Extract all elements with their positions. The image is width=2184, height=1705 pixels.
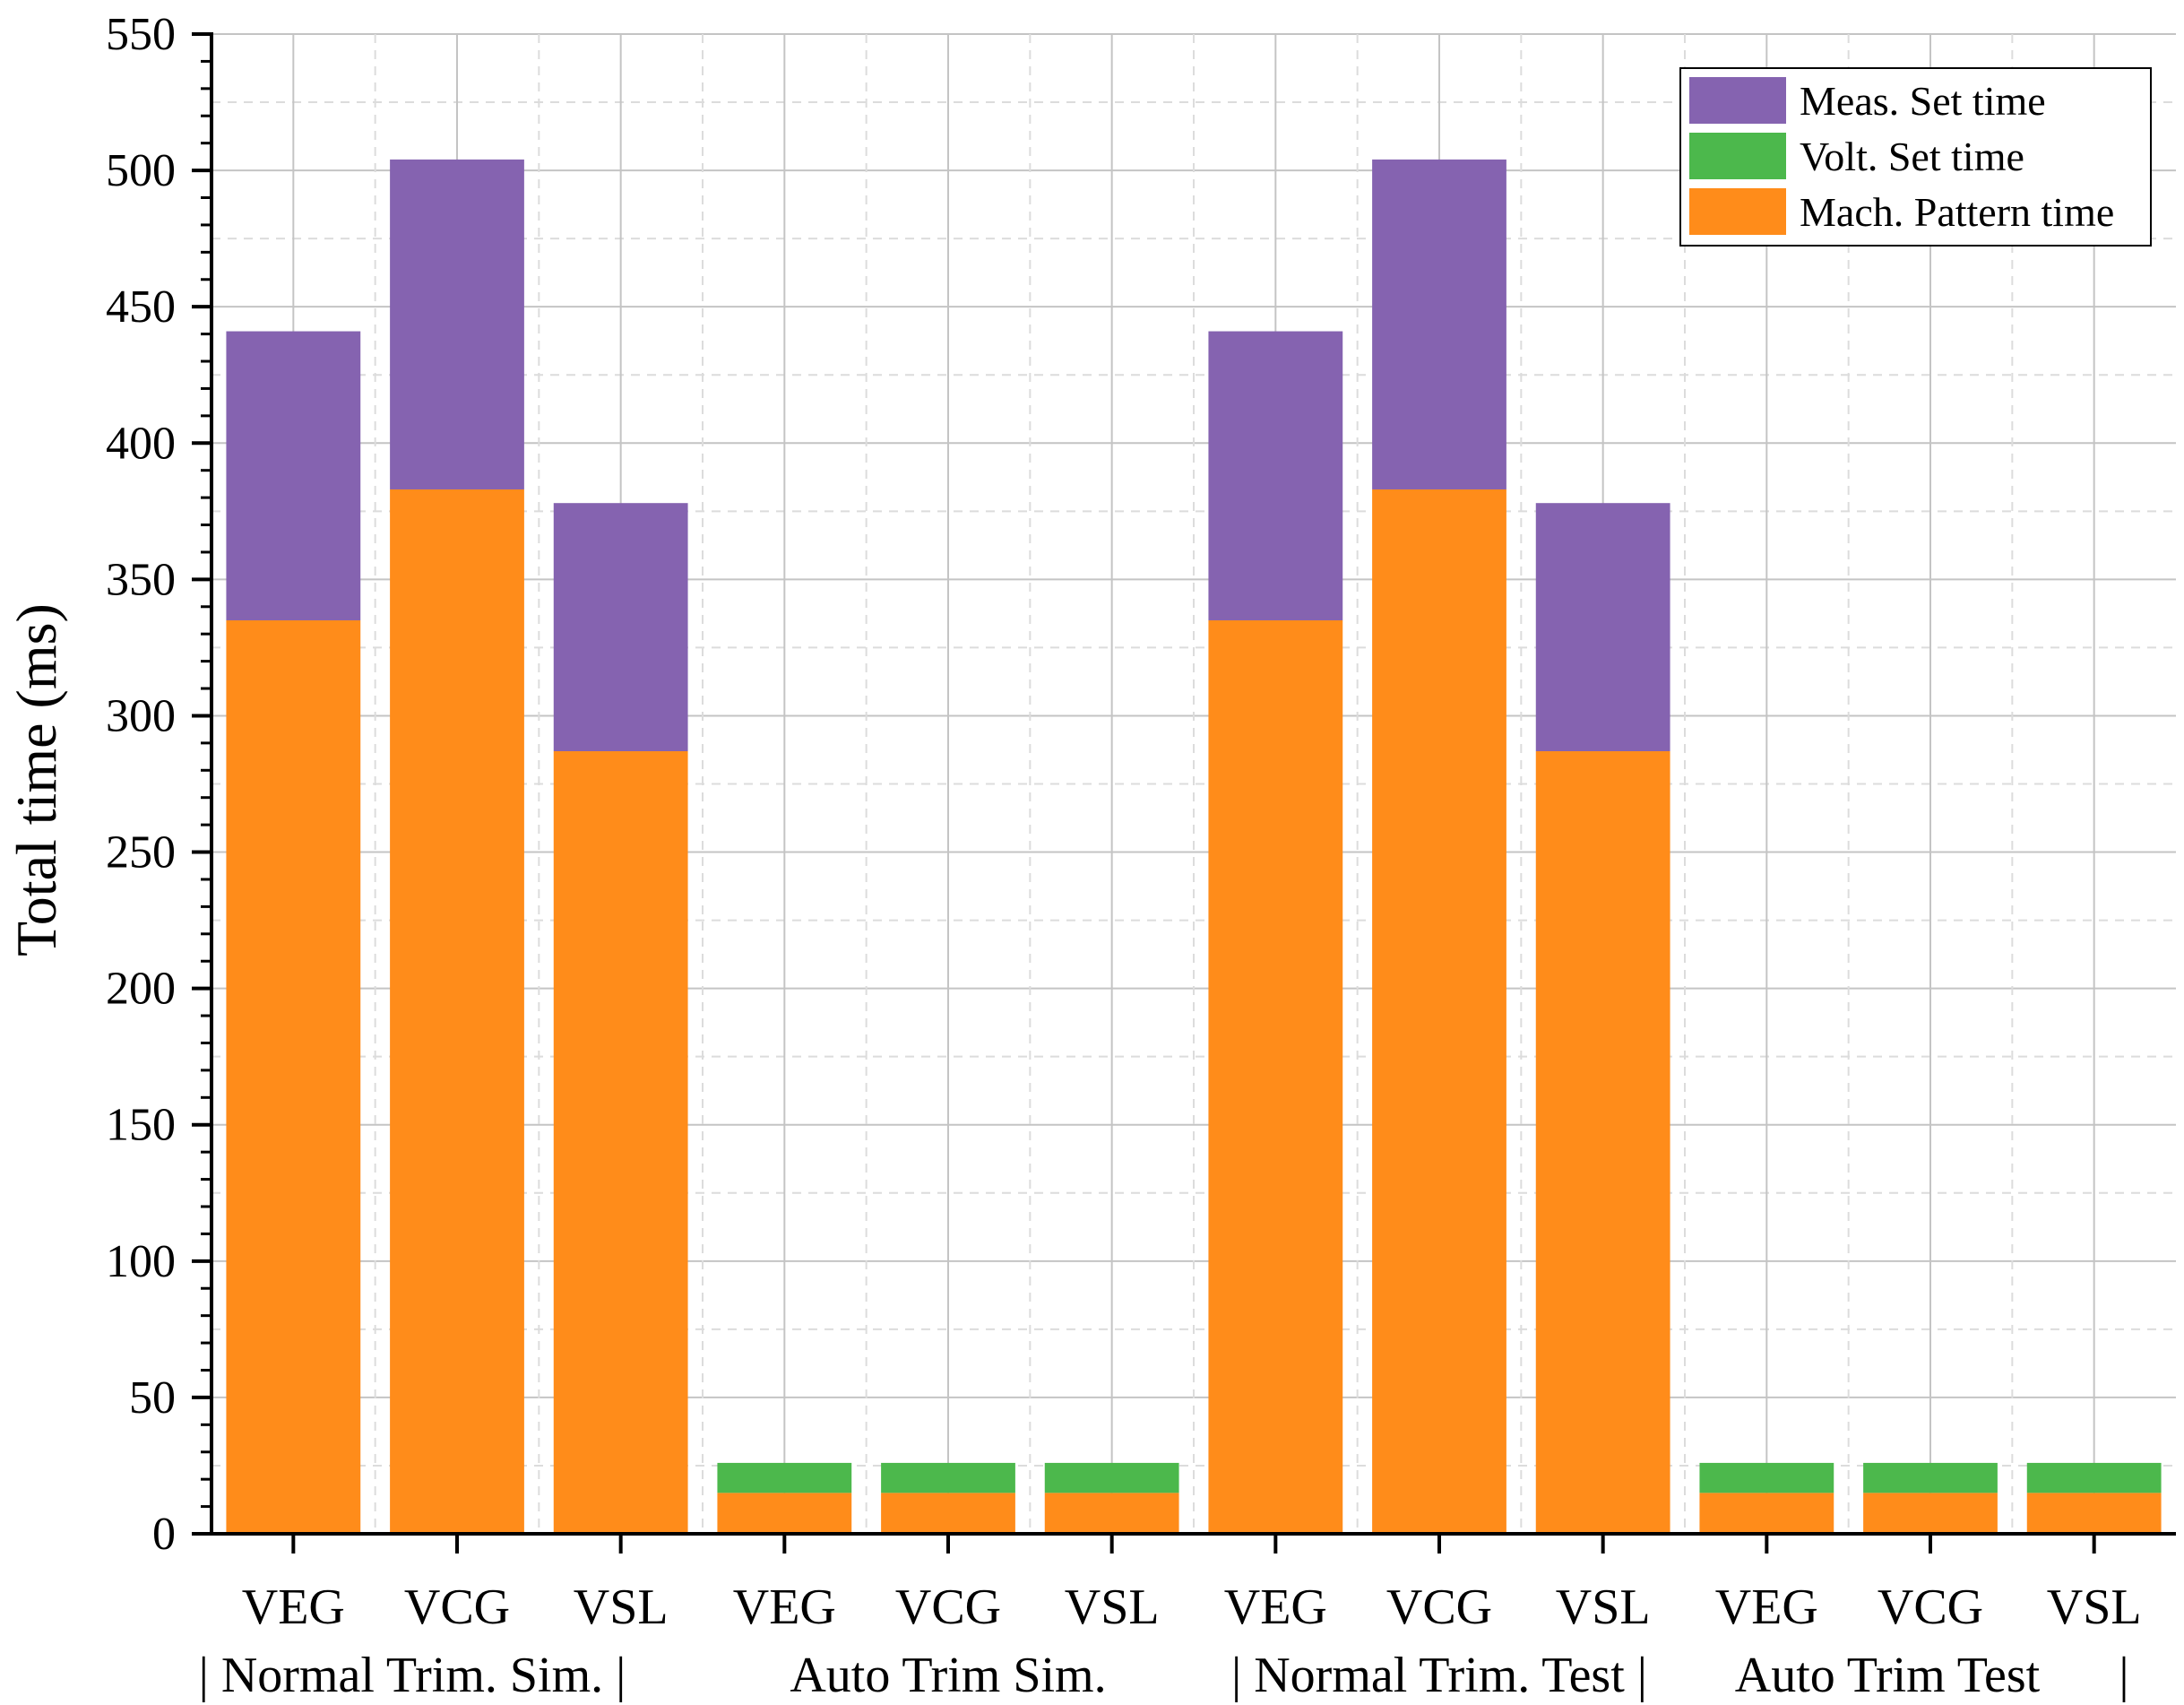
legend-swatch: [1689, 133, 1786, 179]
bar-mach-pattern-time-9: [1699, 1493, 1834, 1534]
y-tick-label: 500: [106, 145, 176, 196]
axes: [192, 32, 2176, 1554]
x-category-label: VCG: [404, 1580, 510, 1635]
bar-meas-set-time-7: [1372, 159, 1506, 489]
bar-meas-set-time-0: [226, 331, 361, 620]
bar-mach-pattern-time-8: [1535, 750, 1670, 1534]
x-category-label: VEG: [733, 1580, 836, 1635]
y-tick-label: 0: [152, 1509, 176, 1560]
bars: [226, 159, 2162, 1534]
bar-mach-pattern-time-6: [1208, 619, 1343, 1534]
y-tick-label: 100: [106, 1236, 176, 1287]
y-axis-title: Total time (ms): [4, 603, 68, 956]
legend-entry-label: Meas. Set time: [1800, 78, 2046, 124]
y-tick-label: 450: [106, 281, 176, 333]
bar-volt-set-time-11: [2026, 1462, 2162, 1493]
bar-volt-set-time-4: [881, 1462, 1015, 1493]
x-category-label: VSL: [1556, 1580, 1651, 1635]
x-group-label: Auto Trim Sim.: [790, 1648, 1106, 1703]
x-category-label: VSL: [2047, 1580, 2142, 1635]
legend-entry-label: Volt. Set time: [1800, 134, 2024, 179]
bar-mach-pattern-time-7: [1372, 489, 1506, 1534]
y-tick-label: 350: [106, 554, 176, 605]
bar-volt-set-time-9: [1699, 1462, 1834, 1493]
bar-mach-pattern-time-10: [1863, 1493, 1998, 1534]
y-tick-label: 200: [106, 964, 176, 1015]
x-category-label: VCG: [1878, 1580, 1983, 1635]
legend-swatch: [1689, 188, 1786, 235]
y-tick-label: 400: [106, 418, 176, 469]
y-tick-label: 250: [106, 827, 176, 878]
bar-meas-set-time-6: [1208, 331, 1343, 620]
y-tick-label: 550: [106, 9, 176, 60]
legend-swatch: [1689, 77, 1786, 124]
x-category-label: VSL: [574, 1580, 669, 1635]
legend-entry-label: Mach. Pattern time: [1800, 189, 2114, 235]
bar-volt-set-time-5: [1044, 1462, 1179, 1493]
bar-mach-pattern-time-11: [2026, 1493, 2162, 1534]
bar-mach-pattern-time-2: [553, 750, 688, 1534]
y-tick-label: 150: [106, 1100, 176, 1151]
bar-meas-set-time-2: [553, 503, 688, 751]
bar-mach-pattern-time-3: [717, 1493, 852, 1534]
x-category-label: VEG: [1715, 1580, 1818, 1635]
y-tick-label: 300: [106, 690, 176, 741]
bar-mach-pattern-time-1: [390, 489, 524, 1534]
x-category-label: VEG: [1224, 1580, 1327, 1635]
x-category-label: VCG: [1386, 1580, 1492, 1635]
x-group-label: |: [2119, 1648, 2128, 1703]
x-group-label: | Normal Trim. Sim. |: [199, 1648, 626, 1703]
x-group-label: Auto Trim Test: [1735, 1648, 2041, 1703]
y-tick-label: 50: [129, 1372, 176, 1424]
bar-mach-pattern-time-0: [226, 619, 361, 1534]
x-category-label: VEG: [242, 1580, 345, 1635]
x-category-label: VSL: [1065, 1580, 1160, 1635]
legend: Meas. Set time Volt. Set time Mach. Patter…: [1679, 67, 2152, 247]
bar-meas-set-time-8: [1535, 503, 1670, 751]
x-group-label: | Normal Trim. Test |: [1231, 1648, 1647, 1703]
x-category-label: VCG: [895, 1580, 1001, 1635]
bar-mach-pattern-time-5: [1044, 1493, 1179, 1534]
bar-volt-set-time-3: [717, 1462, 852, 1493]
bar-volt-set-time-10: [1863, 1462, 1998, 1493]
axis-labels: 0 50 100 150 200 250 300 350 400 450 500 550 VEG VCG V…: [106, 9, 2142, 1703]
bar-meas-set-time-1: [390, 159, 524, 489]
bar-mach-pattern-time-4: [881, 1493, 1015, 1534]
